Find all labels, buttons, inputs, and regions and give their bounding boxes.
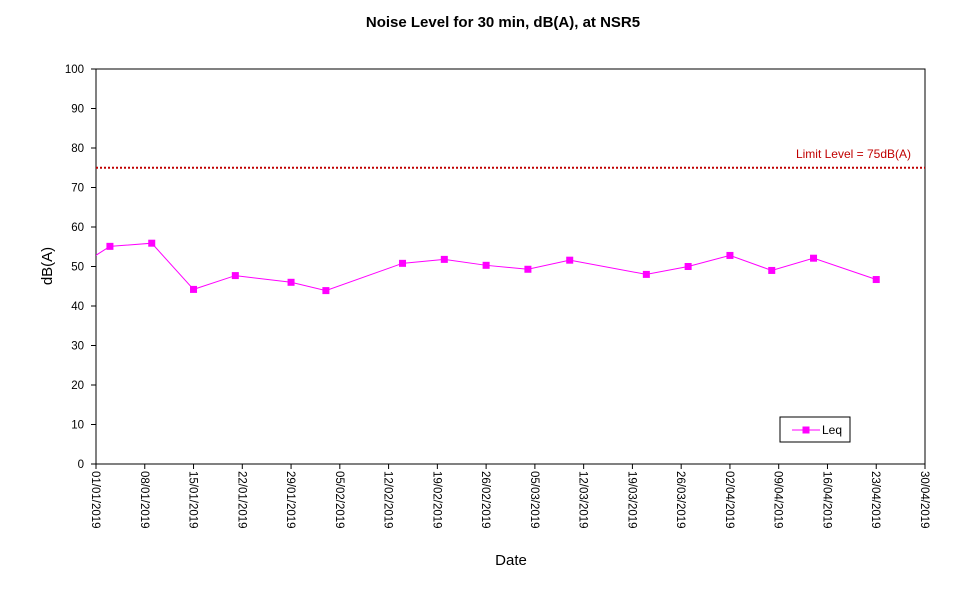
x-tick-label: 15/01/2019 [187, 471, 199, 529]
y-axis-label: dB(A) [39, 247, 56, 285]
data-point [440, 255, 448, 263]
x-tick-label: 30/04/2019 [918, 471, 930, 529]
legend-label: Leq [822, 423, 842, 437]
y-tick-label: 80 [71, 143, 84, 155]
y-tick-label: 10 [71, 420, 84, 432]
x-tick-label: 22/01/2019 [235, 471, 247, 529]
y-tick-label: 20 [71, 380, 84, 392]
data-point [810, 254, 818, 262]
y-axis: 0 10 20 30 40 50 60 70 80 90 100 [65, 64, 96, 471]
data-point [566, 256, 574, 264]
data-point [148, 239, 156, 247]
y-tick-label: 100 [65, 64, 84, 76]
x-tick-label: 12/02/2019 [382, 471, 394, 529]
data-point [684, 263, 692, 270]
x-tick-label: 08/01/2019 [138, 471, 150, 529]
x-tick-label: 05/03/2019 [528, 471, 540, 529]
y-tick-label: 70 [71, 183, 84, 195]
data-point [322, 287, 330, 295]
data-point [287, 278, 295, 286]
y-tick-label: 60 [71, 222, 84, 234]
x-tick-label: 26/02/2019 [479, 471, 491, 529]
data-point [872, 276, 880, 284]
data-point [482, 261, 490, 269]
x-tick-label: 26/03/2019 [674, 471, 686, 529]
limit-label: Limit Level = 75dB(A) [796, 147, 911, 161]
x-axis: 01/01/2019 08/01/2019 15/01/2019 22/01/2019… [89, 464, 930, 529]
data-point [642, 270, 650, 278]
x-tick-label: 29/01/2019 [284, 471, 296, 529]
legend-marker [802, 426, 810, 434]
x-axis-label: Date [495, 552, 527, 569]
x-tick-label: 12/03/2019 [577, 471, 589, 529]
plot-area [95, 68, 926, 465]
x-tick-label: 19/02/2019 [430, 471, 442, 529]
series-group [96, 239, 880, 295]
chart-title: Noise Level for 30 min, dB(A), at NSR5 [366, 14, 640, 31]
y-tick-label: 0 [78, 459, 84, 471]
data-point [231, 272, 239, 280]
data-point [726, 251, 734, 259]
x-tick-label: 19/03/2019 [625, 471, 637, 529]
x-tick-label: 01/01/2019 [89, 471, 101, 529]
series-line-leq [96, 242, 877, 292]
data-point [190, 285, 198, 293]
y-tick-label: 50 [71, 262, 84, 274]
legend: Leq [779, 416, 851, 443]
data-point [768, 266, 776, 274]
x-tick-label: 23/04/2019 [869, 471, 881, 529]
x-tick-label: 05/02/2019 [333, 471, 345, 529]
x-tick-label: 09/04/2019 [772, 471, 784, 529]
y-tick-label: 40 [71, 301, 84, 313]
y-tick-label: 30 [71, 341, 84, 353]
x-tick-label: 02/04/2019 [723, 471, 735, 529]
y-tick-label: 90 [71, 104, 84, 116]
data-point [106, 242, 114, 250]
x-tick-label: 16/04/2019 [820, 471, 832, 529]
data-point [399, 259, 407, 267]
data-point [524, 265, 532, 273]
